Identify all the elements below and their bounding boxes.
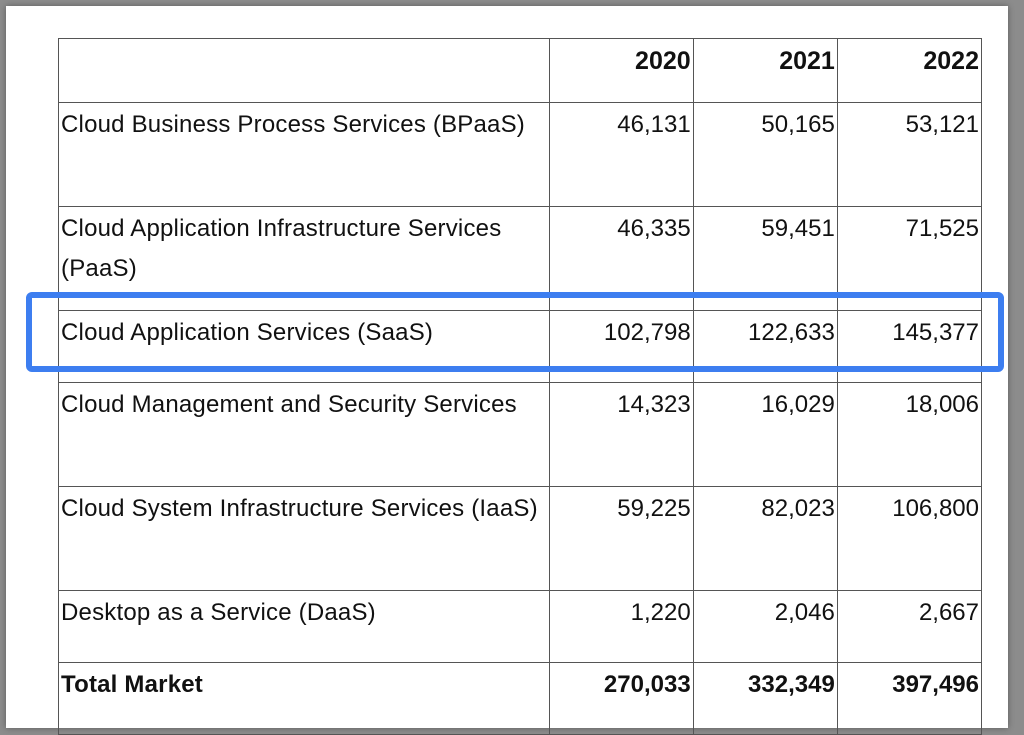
cell-2020: 14,323 [548,382,694,487]
header-cell-2021: 2021 [692,38,838,103]
cell-2020: 1,220 [548,590,694,663]
header-row: 2020 2021 2022 [58,38,983,103]
cell-2021: 2,046 [692,590,838,663]
cell-2020: 270,033 [548,662,694,735]
row-label: Cloud Business Process Services (BPaaS) [58,102,550,207]
cell-2021: 332,349 [692,662,838,735]
row-label: Desktop as a Service (DaaS) [58,590,550,663]
table-row-management-security: Cloud Management and Security Services 1… [58,382,983,487]
table-row-total: Total Market 270,033 332,349 397,496 [58,662,983,735]
market-table: 2020 2021 2022 Cloud Business Process Se… [58,38,983,735]
table-row-bpaas: Cloud Business Process Services (BPaaS) … [58,102,983,207]
cell-2022: 145,377 [836,310,983,383]
cell-2020: 46,131 [548,102,694,207]
document-page: 2020 2021 2022 Cloud Business Process Se… [6,6,1008,735]
cell-2021: 122,633 [692,310,838,383]
cell-2021: 59,451 [692,206,838,311]
cell-2020: 59,225 [548,486,694,591]
table-row-saas: Cloud Application Services (SaaS) 102,79… [58,310,983,383]
cell-2022: 71,525 [836,206,983,311]
table-row-daas: Desktop as a Service (DaaS) 1,220 2,046 … [58,590,983,663]
cell-2020: 46,335 [548,206,694,311]
cell-2022: 18,006 [836,382,983,487]
cell-2022: 53,121 [836,102,983,207]
row-label: Cloud Application Services (SaaS) [58,310,550,383]
header-cell-2022: 2022 [836,38,983,103]
cell-2022: 106,800 [836,486,983,591]
row-label: Cloud Management and Security Services [58,382,550,487]
cell-2021: 50,165 [692,102,838,207]
header-cell-empty [58,38,550,103]
cell-2021: 16,029 [692,382,838,487]
row-label: Total Market [58,662,550,735]
table-row-iaas: Cloud System Infrastructure Services (Ia… [58,486,983,591]
row-label: Cloud System Infrastructure Services (Ia… [58,486,550,591]
cell-2022: 2,667 [836,590,983,663]
cell-2022: 397,496 [836,662,983,735]
table-row-paas: Cloud Application Infrastructure Service… [58,206,983,311]
cell-2021: 82,023 [692,486,838,591]
cell-2020: 102,798 [548,310,694,383]
row-label: Cloud Application Infrastructure Service… [58,206,550,311]
header-cell-2020: 2020 [548,38,694,103]
